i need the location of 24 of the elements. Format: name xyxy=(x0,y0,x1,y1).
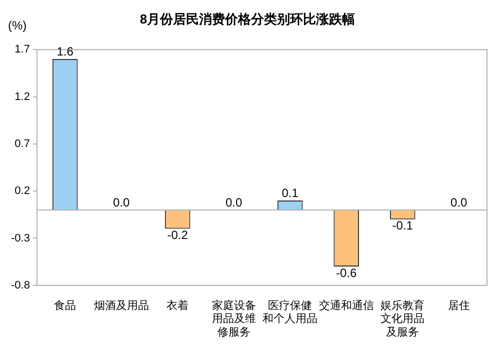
chart-title: 8月份居民消费价格分类别环比涨跌幅 xyxy=(140,11,356,26)
x-tick-label: 居住 xyxy=(448,300,470,312)
y-axis-title: (%) xyxy=(8,18,27,32)
x-tick-label: 交通和通信 xyxy=(318,299,374,312)
y-tick-label: -0.8 xyxy=(10,279,30,292)
data-label: 0.0 xyxy=(112,195,130,210)
data-label: -0.2 xyxy=(167,228,188,242)
y-tick-label: 0.2 xyxy=(14,185,30,198)
x-tick-label: 医疗保健和个人用品 xyxy=(262,299,318,326)
y-tick-label: 0.7 xyxy=(14,138,30,150)
x-tick-label: 娱乐教育文化用品及服务 xyxy=(380,299,425,338)
x-tick-label: 食品 xyxy=(54,300,76,312)
data-label: 0.0 xyxy=(450,195,468,210)
data-label: 1.6 xyxy=(56,44,74,58)
data-label: 0.0 xyxy=(226,195,243,210)
data-label: 0.1 xyxy=(282,186,299,200)
x-tick-label: 家庭设备用品及维修服务 xyxy=(212,299,256,338)
y-tick-label: -0.3 xyxy=(10,232,30,244)
x-tick-label: 衣着 xyxy=(166,299,189,312)
y-tick-label: 1.2 xyxy=(14,90,30,103)
x-tick-label: 烟酒及用品 xyxy=(94,299,149,312)
data-label: -0.6 xyxy=(336,266,358,280)
y-tick-label: 1.7 xyxy=(14,44,30,56)
data-label: -0.1 xyxy=(392,218,414,233)
